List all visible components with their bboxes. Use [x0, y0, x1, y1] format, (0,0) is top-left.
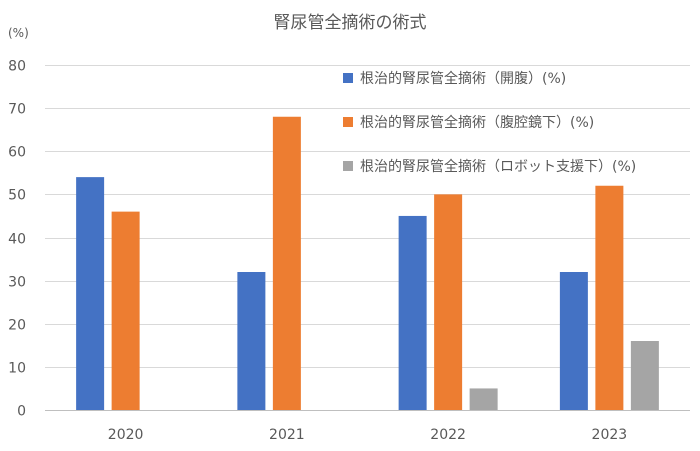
y-tick-label: 50	[8, 188, 26, 204]
bars	[76, 116, 659, 410]
legend: 根治的腎尿管全摘術（開腹）(%) 根治的腎尿管全摘術（腹腔鏡下）(%) 根治的腎尿管…	[343, 70, 636, 175]
gridlines	[45, 65, 690, 368]
y-tick-label: 10	[8, 361, 26, 377]
bar-series-1-2020	[76, 177, 105, 410]
y-tick-label: 80	[8, 59, 26, 75]
legend-label-3: 根治的腎尿管全摘術（ロボット支援下）(%)	[360, 158, 636, 175]
y-tick-label: 20	[8, 318, 26, 334]
bar-series-3-2023	[630, 341, 659, 410]
y-tick-label: 60	[8, 145, 26, 161]
y-axis-unit-label: (%)	[8, 26, 29, 40]
x-tick-label: 2023	[592, 427, 628, 443]
y-axis-ticks: 0 10 20 30 40 50 60 70 80	[8, 59, 26, 420]
bar-series-3-2022	[469, 388, 498, 410]
x-tick-label: 2021	[269, 427, 305, 443]
chart-title: 腎尿管全摘術の術式	[274, 13, 427, 33]
legend-swatch-3	[343, 161, 353, 171]
x-tick-label: 2020	[108, 427, 144, 443]
legend-label-2: 根治的腎尿管全摘術（腹腔鏡下）(%)	[360, 114, 594, 131]
y-tick-label: 0	[17, 404, 26, 420]
y-tick-label: 30	[8, 275, 26, 291]
bar-series-2-2023	[595, 185, 624, 410]
bar-series-1-2023	[559, 272, 588, 410]
bar-series-2-2020	[111, 211, 140, 410]
y-tick-label: 40	[8, 232, 26, 248]
legend-swatch-1	[343, 73, 353, 83]
x-axis-ticks: 2020 2021 2022 2023	[108, 427, 627, 443]
bar-series-1-2022	[398, 215, 427, 410]
legend-swatch-2	[343, 117, 353, 127]
y-tick-label: 70	[8, 102, 26, 118]
bar-series-2-2021	[272, 116, 301, 410]
bar-series-1-2021	[237, 272, 266, 410]
legend-label-1: 根治的腎尿管全摘術（開腹）(%)	[360, 70, 566, 87]
bar-series-2-2022	[434, 194, 463, 410]
x-tick-label: 2022	[430, 427, 466, 443]
